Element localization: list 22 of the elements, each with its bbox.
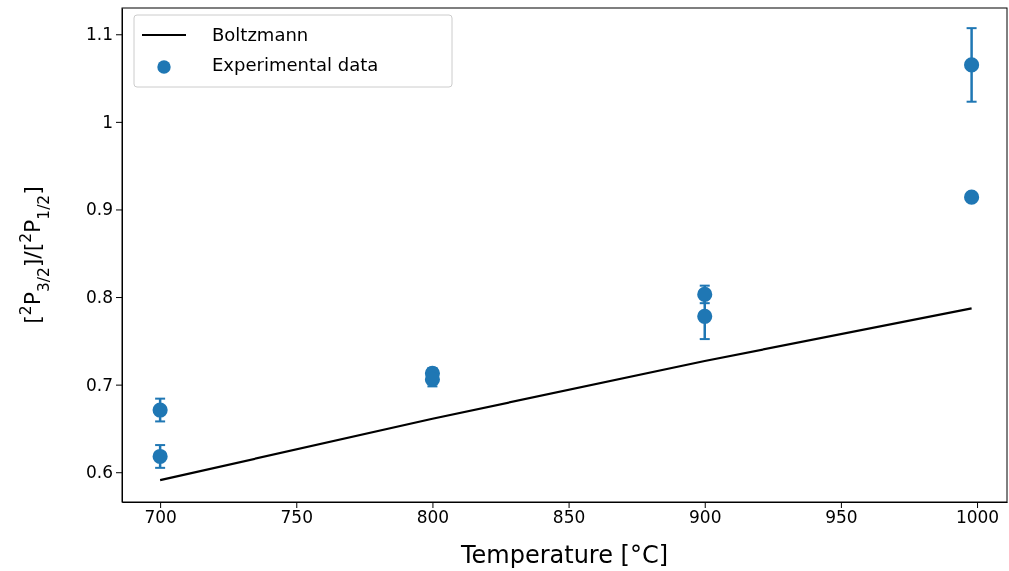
legend-label: Experimental data	[212, 54, 379, 75]
y-tick-label: 0.7	[85, 374, 113, 395]
point	[152, 402, 168, 418]
point	[697, 308, 713, 324]
x-tick-label: 800	[416, 507, 450, 528]
point	[964, 189, 980, 205]
legend-label: Boltzmann	[212, 24, 309, 45]
y-tick-label: 0.8	[85, 286, 113, 307]
y-tick-label: 0.9	[85, 199, 113, 220]
point	[964, 57, 980, 73]
y-tick-label: 0.6	[85, 462, 113, 483]
x-tick-label: 700	[144, 507, 177, 528]
x-tick-label: 850	[552, 507, 586, 528]
line-series	[159, 307, 973, 482]
y-tick-label: 1	[102, 111, 113, 132]
y-tick-label: 1.1	[85, 24, 113, 45]
x-tick-label: 1000	[955, 507, 1000, 528]
x-tick-label: 750	[280, 507, 313, 528]
x-tick-label: 950	[825, 507, 858, 528]
point	[152, 448, 168, 465]
x-tick-label: 900	[689, 507, 722, 528]
x-axis-title: Temperature [°C]	[459, 541, 669, 569]
